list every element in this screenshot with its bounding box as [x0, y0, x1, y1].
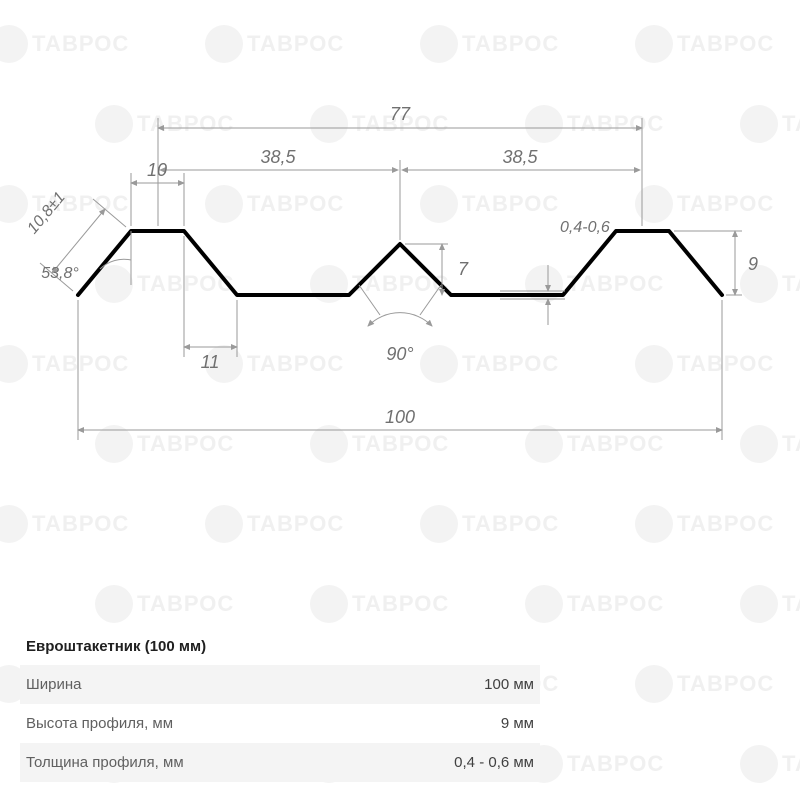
watermark: ТАВРОС — [635, 665, 774, 703]
watermark: ТАВРОС — [310, 585, 449, 623]
dim-edge-len: 10,8±1 — [24, 189, 68, 237]
dim-center-angle: 90° — [386, 344, 413, 364]
dim-center-h: 7 — [458, 259, 469, 279]
dim-overall-width: 100 — [385, 407, 415, 427]
watermark: ТАВРОС — [95, 585, 234, 623]
spec-value: 0,4 - 0,6 мм — [454, 754, 534, 771]
spec-value: 100 мм — [484, 676, 534, 693]
dim-profile-h: 9 — [748, 254, 758, 274]
dim-top-width: 77 — [390, 104, 411, 124]
spec-table: Евроштакетник (100 мм) Ширина 100 мм Выс… — [20, 628, 540, 782]
spec-row: Толщина профиля, мм 0,4 - 0,6 мм — [20, 743, 540, 782]
watermark: ТАВРОС — [740, 585, 800, 623]
spec-title: Евроштакетник (100 мм) — [20, 628, 540, 665]
spec-label: Толщина профиля, мм — [26, 754, 184, 771]
spec-label: Ширина — [26, 676, 81, 693]
dim-flat-top: 10 — [147, 160, 167, 180]
dim-thickness: 0,4-0,6 — [560, 219, 610, 236]
watermark: ТАВРОС — [740, 745, 800, 783]
dim-half-left: 38,5 — [260, 147, 296, 167]
profile-diagram: 100 77 38,5 38,5 10 10,8±1 53,8° 11 90° … — [0, 0, 800, 560]
spec-row: Высота профиля, мм 9 мм — [20, 704, 540, 743]
dim-slope-h: 11 — [201, 352, 220, 372]
watermark: ТАВРОС — [525, 745, 664, 783]
profile-outline — [78, 231, 722, 295]
spec-label: Высота профиля, мм — [26, 715, 173, 732]
spec-row: Ширина 100 мм — [20, 665, 540, 704]
watermark: ТАВРОС — [525, 585, 664, 623]
dim-half-right: 38,5 — [502, 147, 538, 167]
dim-edge-angle: 53,8° — [41, 265, 79, 282]
spec-value: 9 мм — [501, 715, 534, 732]
